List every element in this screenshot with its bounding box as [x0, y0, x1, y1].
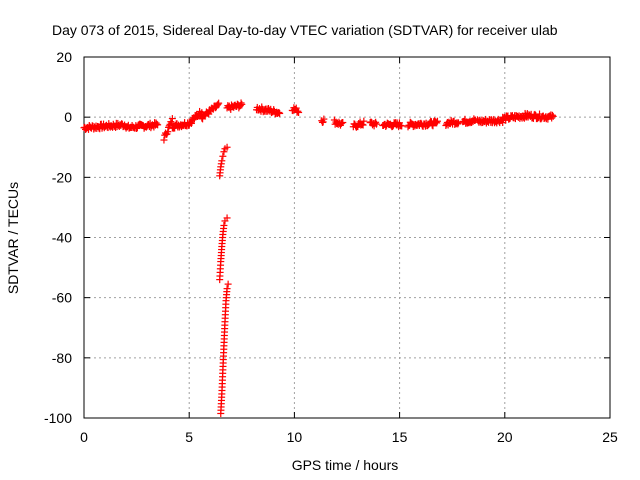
data-point: [218, 157, 226, 165]
data-points: [80, 99, 557, 417]
x-tick-label: 25: [602, 429, 618, 445]
y-tick-label: 20: [56, 49, 72, 65]
data-point: [398, 122, 406, 130]
data-point: [320, 115, 328, 123]
y-tick-label: -80: [52, 350, 72, 366]
data-point: [470, 115, 478, 123]
data-point: [164, 128, 172, 136]
data-point: [502, 116, 510, 124]
data-point: [455, 119, 463, 127]
data-point: [215, 99, 223, 107]
data-point: [295, 108, 303, 116]
data-point: [433, 117, 441, 125]
axis-ticks: 0 5 10 15 20 25 20 0 -20 -40 -60 -80 -100: [44, 49, 618, 445]
data-point: [220, 148, 228, 156]
y-tick-label: -40: [52, 230, 72, 246]
data-point: [238, 100, 246, 108]
data-point: [219, 152, 227, 160]
data-point: [187, 119, 195, 127]
data-point: [433, 119, 441, 127]
data-point: [339, 119, 347, 127]
data-point: [276, 109, 284, 117]
data-point: [214, 100, 222, 108]
data-point: [168, 115, 176, 123]
y-tick-label: 0: [64, 109, 72, 125]
data-point: [352, 123, 360, 131]
x-tick-label: 0: [80, 429, 88, 445]
data-point: [454, 120, 462, 128]
data-point: [294, 107, 302, 115]
data-point: [549, 112, 557, 120]
data-point: [168, 119, 176, 127]
data-point: [548, 111, 556, 119]
data-point: [372, 120, 380, 128]
data-point: [275, 108, 283, 116]
x-tick-label: 10: [287, 429, 303, 445]
x-tick-label: 20: [497, 429, 513, 445]
data-point: [220, 221, 228, 229]
data-point: [133, 124, 141, 132]
x-tick-label: 5: [185, 429, 193, 445]
data-point: [360, 117, 368, 125]
data-point: [223, 285, 231, 293]
data-point: [160, 136, 168, 144]
chart-title: Day 073 of 2015, Sidereal Day-to-day VTE…: [52, 22, 558, 38]
data-point: [428, 121, 436, 129]
data-point: [237, 99, 245, 107]
data-point: [337, 120, 345, 128]
y-tick-label: -60: [52, 290, 72, 306]
data-point: [167, 118, 175, 126]
data-point: [407, 119, 415, 127]
data-point: [432, 118, 440, 126]
x-axis-label: GPS time / hours: [292, 457, 399, 473]
y-axis-label: SDTVAR / TECUs: [5, 182, 21, 294]
data-point: [154, 121, 162, 129]
data-point: [223, 214, 231, 222]
y-tick-label: -20: [52, 169, 72, 185]
y-tick-label: -100: [44, 410, 72, 426]
data-point: [359, 121, 367, 129]
data-point: [429, 122, 437, 130]
data-point: [292, 104, 300, 112]
data-point: [371, 119, 379, 127]
x-tick-label: 15: [392, 429, 408, 445]
data-point: [223, 143, 231, 151]
data-point: [224, 280, 232, 288]
